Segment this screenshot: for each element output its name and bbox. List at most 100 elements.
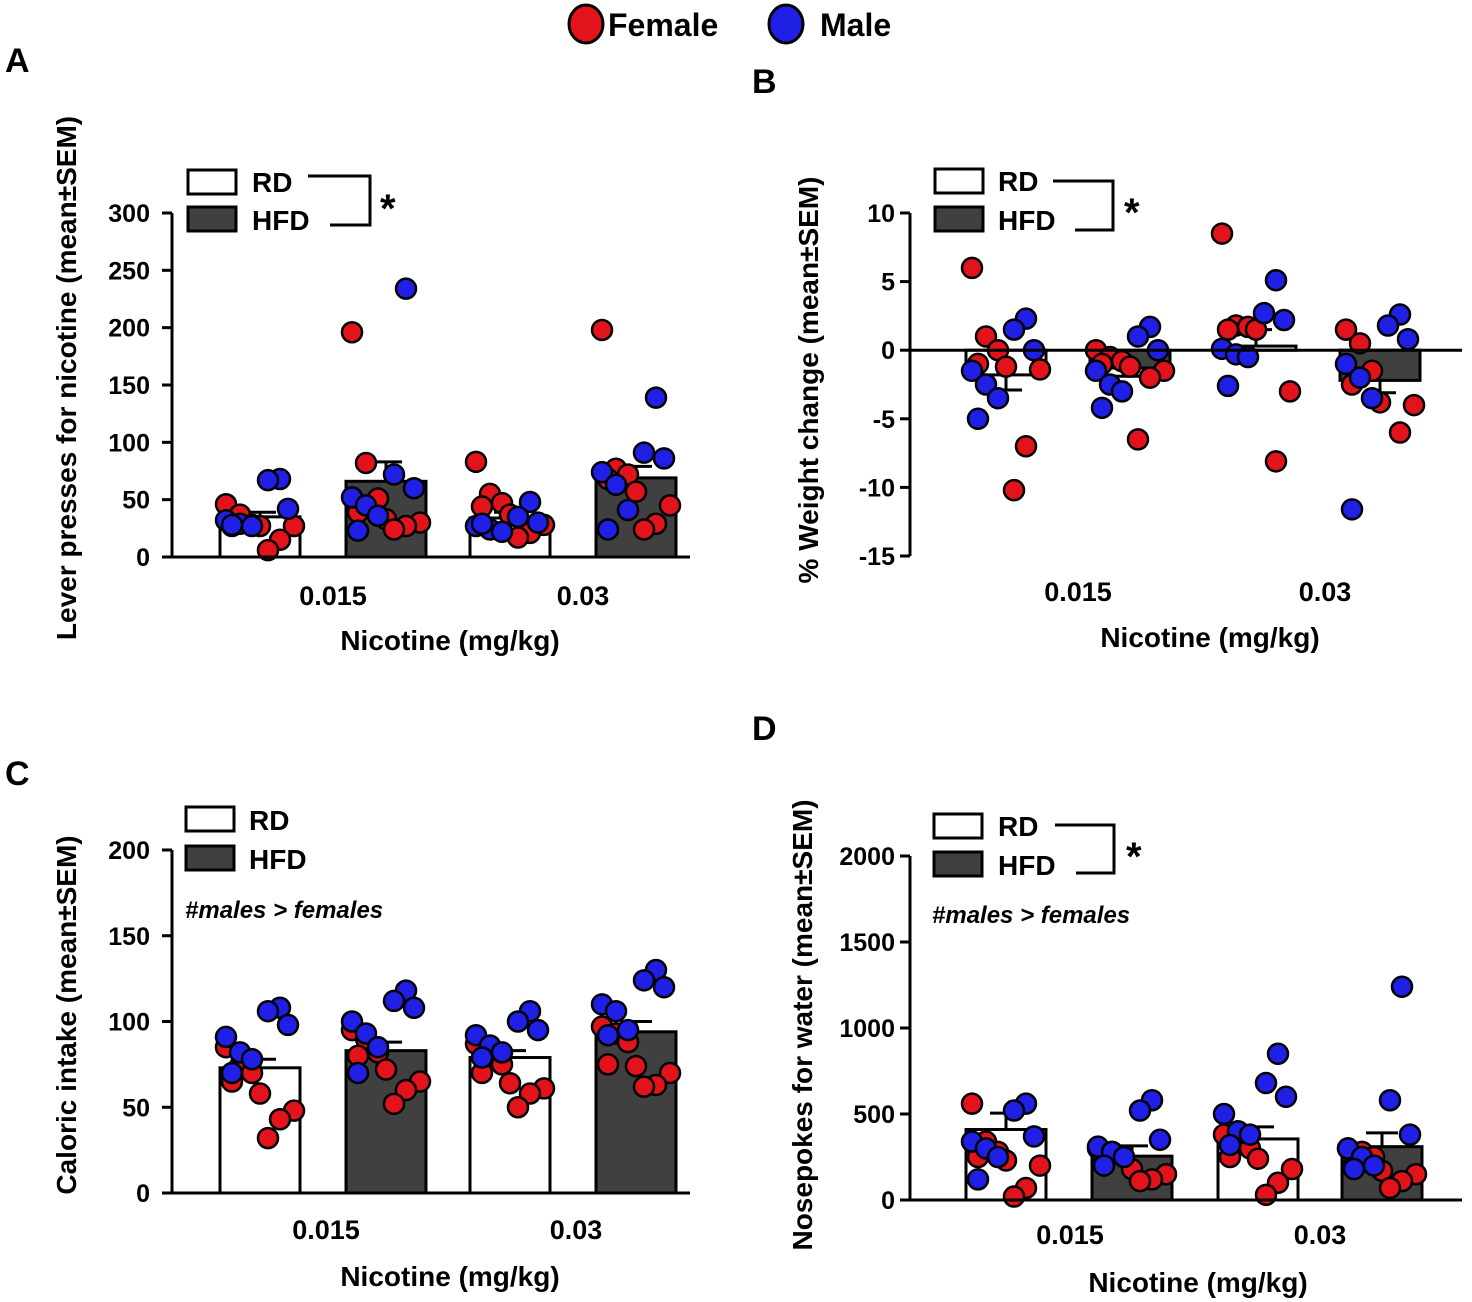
rd-legend-swatch	[184, 805, 236, 833]
male-point	[402, 476, 426, 500]
female-point	[590, 318, 614, 342]
y-tick-label: 100	[108, 429, 150, 457]
female-point	[596, 1053, 620, 1076]
plot-area: 0 50 100 150 200	[108, 837, 690, 1208]
male-point	[596, 1023, 620, 1047]
sex-difference-note: #males > females	[932, 902, 1130, 929]
male-point	[1252, 301, 1276, 325]
y-tick-label: 50	[122, 1094, 150, 1122]
male-point	[1002, 1099, 1026, 1122]
male-point	[470, 1046, 494, 1069]
male-legend-label: Male	[820, 7, 891, 43]
male-point	[632, 441, 656, 464]
hfd-legend-swatch	[184, 844, 236, 872]
y-tick-label: 1000	[839, 1015, 895, 1043]
panel-d: Nosepokes for water (mean±SEM) Nicotine …	[787, 799, 1462, 1298]
x-tick-label-1: 0.03	[1294, 1220, 1347, 1250]
plot-area: 0 50 100 150 200 250 300	[108, 200, 690, 572]
y-tick-label: 150	[108, 923, 150, 951]
panel-letter-a: A	[5, 42, 30, 80]
panel-letter-b: B	[752, 63, 777, 101]
male-point	[1342, 1157, 1366, 1181]
male-point	[1362, 1154, 1386, 1177]
male-point	[986, 1145, 1010, 1169]
male-point	[240, 1047, 264, 1071]
female-legend-label: Female	[608, 7, 718, 43]
male-point	[240, 514, 264, 538]
male-point	[1254, 1071, 1278, 1095]
y-axis-label: Caloric intake (mean±SEM)	[51, 835, 82, 1194]
female-point	[1348, 332, 1372, 355]
x-axis-label: Nicotine (mg/kg)	[1088, 1267, 1307, 1298]
male-point	[346, 519, 370, 542]
male-point	[506, 1010, 530, 1033]
male-point	[1390, 975, 1414, 998]
female-point	[1278, 380, 1302, 403]
female-point	[354, 451, 378, 475]
female-point	[382, 1092, 406, 1116]
hfd-legend-label: HFD	[249, 844, 307, 875]
male-point	[366, 1035, 390, 1059]
male-point	[256, 999, 280, 1023]
male-point	[346, 1061, 370, 1085]
female-point	[960, 256, 984, 280]
x-tick-label-1: 0.03	[550, 1215, 603, 1245]
male-point	[1340, 498, 1364, 521]
male-point	[402, 996, 426, 1020]
male-point	[382, 989, 406, 1013]
y-axis-label: % Weight change (mean±SEM)	[793, 177, 824, 584]
female-point	[1210, 222, 1234, 245]
male-point	[382, 463, 406, 486]
female-point	[1402, 393, 1426, 417]
male-point	[960, 359, 984, 383]
male-point	[1334, 352, 1358, 376]
male-point	[1110, 380, 1134, 403]
male-point	[1148, 1128, 1172, 1152]
y-tick-label: -10	[859, 474, 895, 502]
female-point	[464, 450, 488, 474]
male-point	[220, 513, 244, 537]
male-point	[1216, 374, 1240, 398]
panel-c: Caloric intake (mean±SEM) Nicotine (mg/k…	[51, 805, 690, 1292]
female-legend-marker	[567, 3, 605, 45]
male-point	[616, 1018, 640, 1042]
y-tick-label: 10	[867, 200, 895, 228]
male-point	[490, 1041, 514, 1064]
male-point	[1238, 1123, 1262, 1146]
female-point	[624, 1054, 648, 1078]
x-axis-label: Nicotine (mg/kg)	[340, 1261, 559, 1292]
male-point	[526, 511, 550, 534]
male-point	[966, 407, 990, 431]
significance-star: *	[1126, 835, 1142, 879]
male-point	[616, 498, 640, 522]
y-tick-label: 0	[881, 337, 895, 365]
y-tick-label: 500	[853, 1101, 895, 1129]
male-point	[1022, 1125, 1046, 1148]
rd-legend-label: RD	[998, 166, 1038, 197]
male-point	[1348, 366, 1372, 389]
panel-letter-c: C	[5, 755, 30, 793]
female-point	[632, 518, 656, 541]
male-point	[590, 460, 614, 484]
male-point	[652, 447, 676, 470]
female-point	[1138, 366, 1162, 389]
female-point	[248, 1082, 272, 1105]
y-tick-label: 50	[122, 487, 150, 515]
female-point	[1028, 1154, 1052, 1177]
female-point	[374, 1058, 398, 1081]
rd-legend-label: RD	[249, 805, 289, 836]
female-point	[1014, 434, 1038, 458]
hfd-legend-swatch	[933, 205, 985, 233]
y-tick-label: -5	[873, 406, 895, 434]
female-point	[632, 1075, 656, 1098]
male-point	[596, 518, 620, 541]
male-point	[604, 999, 628, 1023]
male-point	[1218, 1133, 1242, 1157]
male-point	[604, 473, 628, 497]
sex-difference-note: #males > females	[185, 897, 383, 924]
female-point	[1002, 1185, 1026, 1208]
male-point	[276, 497, 300, 521]
y-axis-label: Lever presses for nicotine (mean±SEM)	[51, 116, 82, 640]
y-tick-label: 0	[136, 544, 150, 572]
male-point	[1266, 1042, 1290, 1066]
